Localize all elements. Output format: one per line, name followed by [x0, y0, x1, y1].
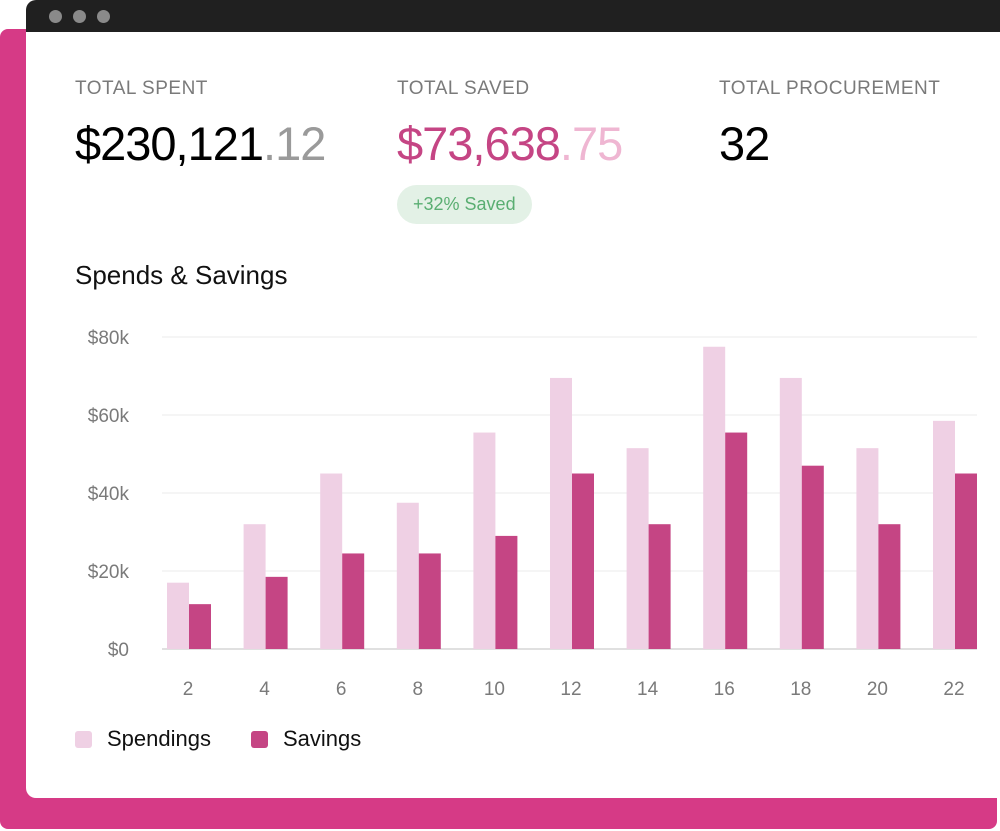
value-cents: .12 [263, 117, 326, 170]
bar-savings [495, 535, 518, 649]
y-tick-label: $40k [88, 484, 130, 505]
stat-label: TOTAL PROCUREMENT [719, 78, 941, 99]
x-tick-label: 18 [790, 679, 811, 700]
bar-savings [878, 524, 901, 649]
saved-badge: +32% Saved [397, 185, 532, 224]
y-tick-label: $20k [88, 562, 130, 583]
y-tick-label: $0 [108, 640, 129, 661]
legend-swatch [250, 730, 268, 748]
value-cents: .75 [559, 117, 623, 170]
bar-spendings [320, 473, 343, 649]
x-tick-label: 8 [413, 679, 424, 700]
bar-savings [265, 576, 288, 649]
bar-savings [342, 553, 365, 649]
title-bar [26, 0, 1000, 32]
value-main: $230,121 [75, 117, 264, 170]
bar-spendings [167, 582, 189, 649]
window-close-dot[interactable] [49, 9, 62, 23]
stat-value: 32 [719, 117, 770, 170]
bar-savings [725, 432, 748, 649]
x-tick-label: 20 [867, 679, 888, 700]
stat-total-spent: TOTAL SPENT $230,121.12 [75, 78, 326, 171]
legend-swatch [75, 730, 92, 748]
stat-label: TOTAL SAVED [397, 78, 530, 99]
bar-spendings [243, 524, 266, 649]
y-tick-label: $80k [88, 328, 130, 349]
x-tick-label: 4 [259, 679, 270, 700]
legend-label: Savings [282, 726, 362, 751]
x-tick-label: 12 [560, 679, 581, 700]
x-tick-label: 6 [336, 679, 347, 700]
bar-savings [648, 524, 671, 649]
x-tick-label: 16 [714, 679, 735, 700]
chart-title: Spends & Savings [75, 260, 288, 290]
bar-savings [801, 465, 824, 649]
legend-label: Spendings [107, 726, 211, 751]
bar-spendings [779, 377, 802, 649]
bar-spendings [396, 502, 419, 649]
stat-total-procurement: TOTAL PROCUREMENT 32 [719, 78, 940, 171]
value-main: $73,638 [397, 117, 561, 170]
window-maximize-dot[interactable] [97, 9, 110, 23]
stat-label: TOTAL SPENT [75, 78, 208, 99]
bar-savings [572, 473, 594, 649]
legend-item-savings: Savings [250, 726, 362, 752]
legend-item-spendings: Spendings [75, 726, 211, 752]
bar-spendings [856, 448, 879, 649]
stat-value: $73,638.75 [397, 116, 623, 171]
bar-savings [418, 553, 441, 649]
x-tick-label: 14 [637, 679, 659, 700]
bar-spendings [626, 448, 649, 649]
chart-legend: Spendings Savings [75, 726, 401, 752]
stat-value: $230,121.12 [75, 116, 326, 171]
x-tick-label: 10 [484, 679, 505, 700]
stat-total-saved: TOTAL SAVED $73,638.75 +32% Saved [397, 78, 623, 224]
bar-spendings [703, 346, 726, 649]
bar-spendings [933, 420, 955, 649]
bar-spendings [550, 377, 572, 649]
app-window: TOTAL SPENT $230,121.12 TOTAL SAVED $73,… [26, 0, 1000, 798]
x-tick-label: 22 [943, 679, 964, 700]
x-tick-label: 2 [183, 679, 194, 700]
window-minimize-dot[interactable] [73, 9, 86, 23]
y-tick-label: $60k [88, 406, 130, 427]
bar-spendings [473, 432, 496, 649]
bar-savings [189, 604, 211, 649]
bar-savings [955, 473, 977, 649]
